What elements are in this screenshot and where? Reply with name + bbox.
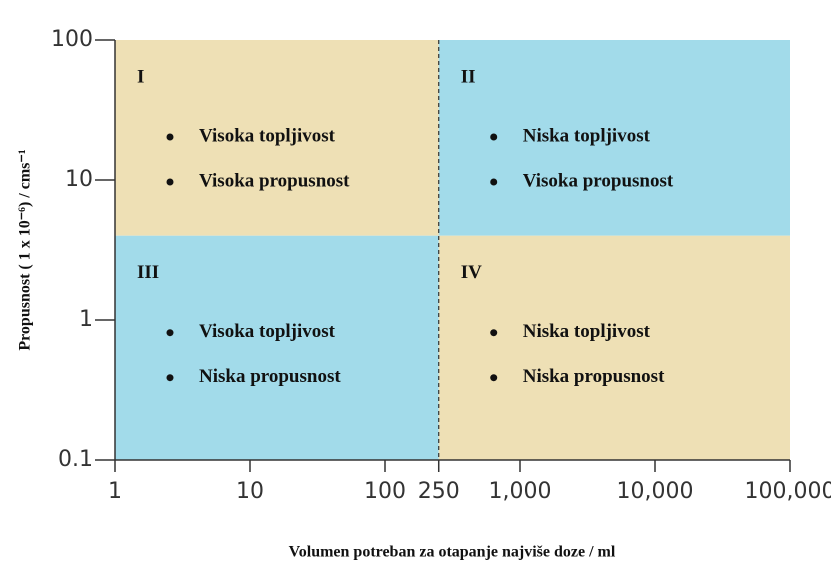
bullet	[166, 178, 174, 186]
x-tick-label: 250	[418, 479, 460, 504]
x-tick-label: 100	[364, 479, 406, 504]
region-item: Niska propusnost	[523, 366, 665, 387]
region-item: Visoka propusnost	[523, 170, 674, 191]
bullet	[490, 133, 498, 141]
y-tick-label: 0.1	[58, 447, 93, 472]
x-tick-label: 10	[236, 479, 264, 504]
y-tick-label: 1	[79, 307, 93, 332]
bullet	[490, 178, 498, 186]
region-item: Niska topljivost	[523, 321, 651, 342]
region-item: Niska propusnost	[199, 366, 341, 387]
bullet	[166, 133, 174, 141]
bullet	[490, 329, 498, 337]
x-tick-label: 100,000	[745, 479, 831, 504]
y-tick-label: 100	[51, 27, 93, 52]
region-label: I	[137, 66, 144, 87]
region-label: II	[461, 66, 476, 87]
region-label: III	[137, 262, 159, 283]
x-tick-label: 1	[108, 479, 122, 504]
region-item: Visoka propusnost	[199, 170, 350, 191]
bullet	[166, 374, 174, 382]
region-item: Niska topljivost	[523, 125, 651, 146]
y-tick-label: 10	[65, 167, 93, 192]
x-tick-label: 1,000	[489, 479, 552, 504]
bullet	[490, 374, 498, 382]
region-item: Visoka topljivost	[199, 321, 336, 342]
x-tick-label: 10,000	[617, 479, 694, 504]
region	[438, 40, 790, 236]
region	[438, 235, 790, 460]
region	[115, 235, 439, 460]
bullet	[166, 329, 174, 337]
x-axis-label: Volumen potreban za otapanje najviše doz…	[289, 544, 616, 561]
region-label: IV	[461, 262, 482, 283]
y-axis-label: Propusnost ( 1 x 10⁻⁶) / cms⁻¹	[17, 149, 34, 351]
region-item: Visoka topljivost	[199, 125, 336, 146]
